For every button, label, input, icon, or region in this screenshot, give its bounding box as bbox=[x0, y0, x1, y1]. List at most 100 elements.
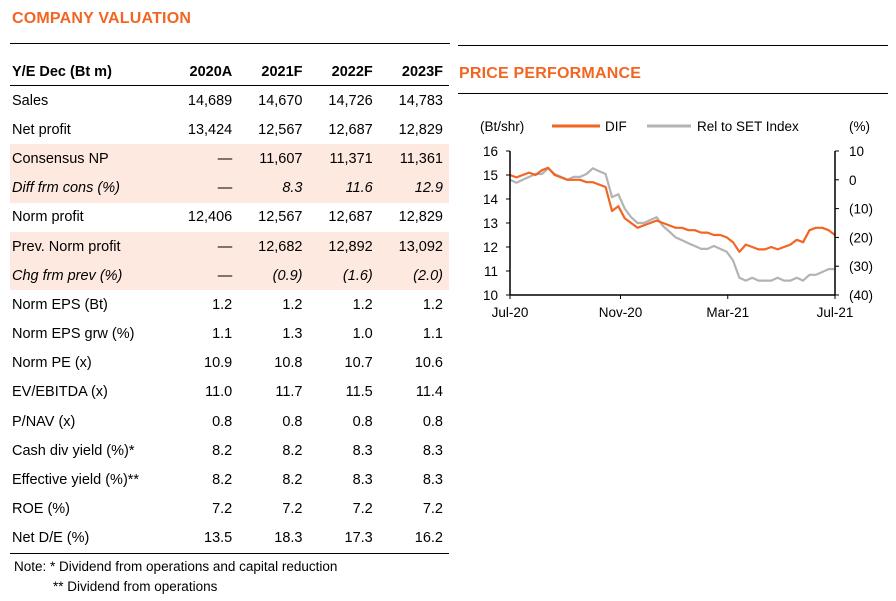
row-value: 10.9 bbox=[204, 355, 233, 372]
row-label: Chg frm prev (%) bbox=[10, 261, 168, 291]
y2-tick-label: (30) bbox=[849, 259, 873, 274]
row-value: 1.2 bbox=[212, 296, 233, 313]
row-value: 11.5 bbox=[345, 384, 373, 401]
y2-tick-label: (20) bbox=[849, 230, 873, 245]
row-label: ROE (%) bbox=[12, 501, 70, 518]
row-value: 7.2 bbox=[422, 501, 443, 518]
y2-tick-label: 0 bbox=[849, 173, 857, 188]
x-tick-label: Jul-20 bbox=[492, 305, 529, 320]
row-value: (0.9) bbox=[238, 261, 309, 291]
row-value: 8.2 bbox=[282, 472, 303, 489]
row-value: 11,607 bbox=[238, 144, 309, 174]
table-row: Diff frm cons (%) —8.3 11.6 12.9 bbox=[10, 173, 449, 203]
row-value: 12.9 bbox=[378, 173, 449, 203]
table-row: Norm profit 12,406 12,567 12,687 12,829 bbox=[10, 203, 449, 232]
row-value: (2.0) bbox=[378, 261, 449, 291]
row-value: 13,092 bbox=[378, 231, 449, 262]
row-value: 18.3 bbox=[238, 523, 309, 554]
left-axis-unit: (Bt/shr) bbox=[480, 119, 524, 134]
table-row: ROE (%) 7.2 7.2 7.2 7.2 bbox=[10, 495, 449, 524]
row-value: 1.1 bbox=[422, 326, 443, 343]
row-value: 13.5 bbox=[168, 523, 239, 554]
table-row: Sales 14,689 14,670 14,726 14,783 bbox=[10, 86, 449, 116]
row-value: 8.3 bbox=[422, 472, 443, 489]
row-value: 1.0 bbox=[352, 326, 373, 343]
table-row: Chg frm prev (%) — (0.9) (1.6) (2.0) bbox=[10, 261, 449, 291]
footnote-2: ** Dividend from operations bbox=[53, 579, 218, 594]
row-value: 14,670 bbox=[258, 92, 303, 109]
row-value: — bbox=[168, 173, 239, 203]
row-value: 8.2 bbox=[212, 472, 233, 489]
table-row: Net D/E (%) 13.5 18.3 17.3 16.2 bbox=[10, 523, 449, 554]
table-row: Norm EPS (Bt) 1.2 1.2 1.2 1.2 bbox=[10, 290, 449, 319]
y-tick-label: 15 bbox=[483, 168, 498, 183]
y-tick-label: 13 bbox=[483, 216, 498, 231]
plot-area: 10 11 12 13 14 15 16 10 0 (10) (20) (30) (40) Jul-20 N… bbox=[483, 144, 873, 320]
y2-tick-label: (40) bbox=[849, 288, 873, 303]
chart-top-rule bbox=[458, 45, 888, 46]
valuation-top-rule bbox=[10, 43, 450, 44]
row-value: 0.8 bbox=[282, 413, 303, 430]
row-value: 8.3 bbox=[352, 442, 373, 459]
row-value: — bbox=[168, 144, 239, 174]
x-tick-label: Jul-21 bbox=[817, 305, 854, 320]
row-value: 0.8 bbox=[422, 413, 443, 430]
row-value: 1.1 bbox=[212, 326, 233, 343]
y-tick-label: 12 bbox=[483, 240, 498, 255]
series-line bbox=[509, 167, 835, 282]
row-value: 8.3 bbox=[352, 472, 373, 489]
header-year: 2021F bbox=[238, 58, 309, 86]
row-label: Net D/E (%) bbox=[10, 523, 168, 554]
row-value: 13,424 bbox=[187, 121, 233, 138]
row-value: 10.7 bbox=[344, 355, 373, 372]
row-value: 8.3 bbox=[422, 442, 443, 459]
header-year: 2023F bbox=[378, 58, 449, 86]
row-value: (1.6) bbox=[308, 261, 379, 291]
table-row: Consensus NP —11,607 11,371 11,361 bbox=[10, 144, 449, 174]
header-year: 2022F bbox=[308, 58, 379, 86]
row-label: Norm EPS grw (%) bbox=[12, 326, 135, 343]
row-value: 1.2 bbox=[422, 296, 443, 313]
row-label: Diff frm cons (%) bbox=[10, 173, 168, 203]
row-value: 1.2 bbox=[352, 296, 373, 313]
row-label: P/NAV (x) bbox=[12, 413, 76, 430]
table-row: P/NAV (x) 0.8 0.8 0.8 0.8 bbox=[10, 407, 449, 436]
chart-title: PRICE PERFORMANCE bbox=[459, 65, 642, 82]
row-value: 0.8 bbox=[352, 413, 373, 430]
row-label: Norm EPS (Bt) bbox=[12, 296, 108, 313]
price-performance-chart: (Bt/shr) (%) DIF Rel to SET Index 10 11 12… bbox=[480, 119, 873, 320]
row-value: 14,726 bbox=[328, 92, 373, 109]
row-value: 11.6 bbox=[308, 173, 379, 203]
row-label: Norm profit bbox=[12, 209, 84, 226]
row-value: 14,783 bbox=[398, 92, 443, 109]
legend-dif-label: DIF bbox=[605, 119, 627, 134]
valuation-table: Y/E Dec (Bt m) 2020A 2021F 2022F 2023F S… bbox=[10, 58, 449, 554]
right-axis-unit: (%) bbox=[849, 119, 870, 134]
row-value: 8.2 bbox=[282, 442, 303, 459]
y-tick-label: 16 bbox=[483, 144, 498, 159]
row-value: 14,689 bbox=[187, 92, 233, 109]
table-row: Prev. Norm profit —12,682 12,892 13,092 bbox=[10, 231, 449, 262]
row-value: 12,829 bbox=[398, 121, 443, 138]
series-line bbox=[509, 166, 836, 253]
valuation-body: Sales 14,689 14,670 14,726 14,783 Net profit 1… bbox=[10, 86, 449, 554]
row-value: 10.6 bbox=[414, 355, 443, 372]
y2-tick-label: 10 bbox=[849, 144, 864, 159]
row-value: 12,682 bbox=[238, 231, 309, 262]
table-row: Effective yield (%)** 8.2 8.2 8.3 8.3 bbox=[10, 465, 449, 494]
row-value: 12,687 bbox=[328, 121, 373, 138]
valuation-title: COMPANY VALUATION bbox=[12, 10, 192, 27]
x-tick-label: Nov-20 bbox=[599, 305, 643, 320]
row-value: 12,892 bbox=[308, 231, 379, 262]
row-value: — bbox=[168, 261, 239, 291]
row-value: 17.3 bbox=[308, 523, 379, 554]
row-label: EV/EBITDA (x) bbox=[12, 384, 108, 401]
row-label: Net profit bbox=[12, 121, 71, 138]
row-value: 12,567 bbox=[258, 121, 303, 138]
row-value: 10.8 bbox=[274, 355, 303, 372]
row-value: 16.2 bbox=[378, 523, 449, 554]
row-value: 11.0 bbox=[205, 384, 233, 401]
y2-tick-label: (10) bbox=[849, 202, 873, 217]
header-label: Y/E Dec (Bt m) bbox=[10, 58, 168, 86]
row-value: 11,361 bbox=[378, 144, 449, 174]
